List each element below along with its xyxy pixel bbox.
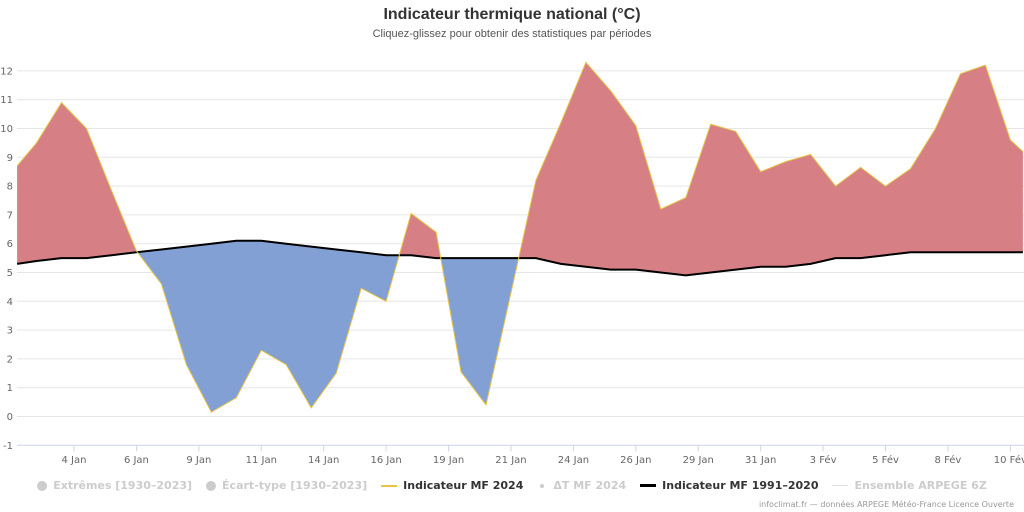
- legend-dot-icon: [206, 480, 217, 491]
- legend-dot-icon: [37, 480, 48, 491]
- legend-label: Écart-type [1930–2023]: [222, 479, 368, 492]
- x-tick-label: 4 Jan: [62, 455, 87, 466]
- y-tick-label: 11: [0, 95, 13, 106]
- legend-item-indicateur-2024[interactable]: Indicateur MF 2024: [381, 479, 523, 492]
- x-tick-label: 9 Jan: [186, 455, 211, 466]
- x-tick-label: 24 Jan: [558, 455, 589, 466]
- legend-label: Indicateur MF 1991–2020: [662, 479, 819, 492]
- legend-label: Indicateur MF 2024: [403, 479, 524, 492]
- x-axis: 4 Jan 6 Jan 9 Jan 11 Jan 14 Jan 16 Jan 19 Jan 2…: [62, 445, 1024, 466]
- x-tick-label: 31 Jan: [745, 455, 776, 466]
- legend-label: Ensemble ARPEGE 6Z: [854, 479, 987, 492]
- y-tick-label: -1: [3, 441, 13, 452]
- x-tick-label: 19 Jan: [433, 455, 464, 466]
- indicateur-2024-line: [17, 61, 1024, 413]
- legend-item-ecart-type[interactable]: Écart-type [1930–2023]: [206, 479, 367, 492]
- x-tick-label: 10 Fév: [994, 454, 1024, 466]
- x-tick-label: 29 Jan: [683, 455, 714, 466]
- legend-item-normale[interactable]: Indicateur MF 1991–2020: [640, 479, 818, 492]
- y-tick-label: 10: [0, 124, 13, 135]
- x-tick-label: 21 Jan: [495, 455, 526, 466]
- legend-dot-icon: [540, 483, 545, 488]
- chart-title: Indicateur thermique national (°C): [383, 6, 641, 23]
- x-tick-label: 14 Jan: [308, 455, 339, 466]
- y-tick-label: 9: [7, 153, 13, 164]
- legend-item-extremes[interactable]: Extrêmes [1930–2023]: [37, 479, 192, 492]
- y-tick-label: 2: [7, 354, 13, 365]
- normal-1991-2020-line: [17, 239, 1023, 277]
- above-normal-area: [399, 213, 441, 259]
- legend-line-icon: [832, 485, 849, 486]
- y-tick-label: 8: [7, 182, 13, 193]
- y-tick-label: 1: [7, 383, 13, 394]
- y-tick-label: 12: [0, 66, 13, 77]
- x-tick-label: 6 Jan: [124, 455, 149, 466]
- below-normal-area: [440, 258, 519, 405]
- legend-item-arpege[interactable]: Ensemble ARPEGE 6Z: [832, 479, 987, 492]
- chart-subtitle: Cliquez-glissez pour obtenir des statist…: [372, 28, 652, 40]
- y-tick-label: 7: [7, 210, 13, 221]
- x-tick-label: 5 Fév: [872, 454, 899, 466]
- y-tick-label: 3: [7, 326, 13, 337]
- legend-label: ΔT MF 2024: [553, 479, 627, 492]
- x-tick-label: 3 Fév: [810, 454, 837, 466]
- legend-item-delta-t[interactable]: ΔT MF 2024: [537, 479, 626, 492]
- x-tick-label: 16 Jan: [370, 455, 401, 466]
- series-lines: [17, 61, 1024, 413]
- deviation-fills: [17, 62, 1023, 413]
- above-normal-area: [518, 62, 1023, 276]
- below-normal-area: [137, 240, 400, 413]
- legend: Extrêmes [1930–2023] Écart-type [1930–20…: [0, 479, 1024, 492]
- legend-line-icon: [640, 484, 657, 487]
- y-tick-label: 5: [7, 268, 13, 279]
- legend-label: Extrêmes [1930–2023]: [53, 479, 193, 492]
- x-tick-label: 8 Fév: [935, 454, 962, 466]
- credits[interactable]: infoclimat.fr — données ARPEGE Météo-Fra…: [758, 500, 1014, 509]
- y-tick-label: 4: [7, 297, 13, 308]
- above-normal-area: [17, 102, 138, 264]
- legend-line-icon: [381, 484, 398, 487]
- y-tick-label: 0: [7, 412, 13, 423]
- x-tick-label: 26 Jan: [620, 455, 651, 466]
- x-tick-label: 11 Jan: [246, 455, 277, 466]
- y-tick-label: 6: [7, 239, 13, 250]
